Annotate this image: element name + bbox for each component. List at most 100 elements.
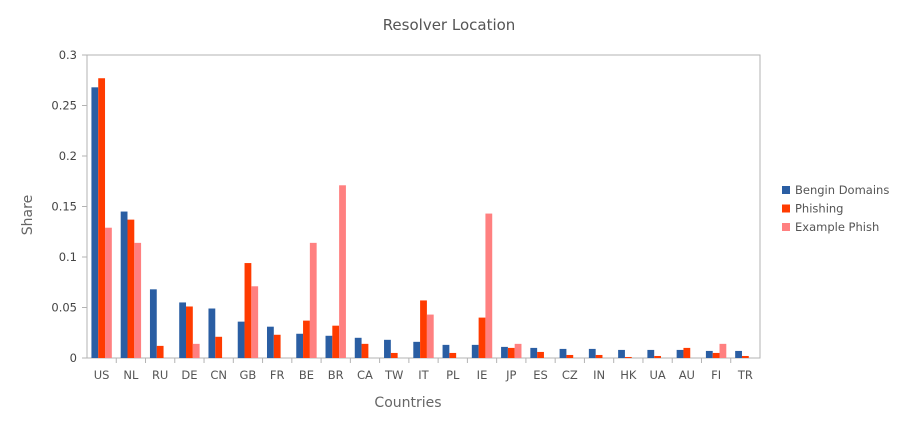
bar-nl-bengin-domains bbox=[120, 211, 128, 358]
x-axis-title: Countries bbox=[374, 395, 441, 411]
bar-us-phishing bbox=[98, 78, 106, 358]
bar-in-phishing bbox=[595, 354, 603, 358]
x-tick-label: AU bbox=[679, 368, 695, 382]
bar-fr-phishing bbox=[273, 334, 281, 358]
bar-jp-bengin-domains bbox=[501, 346, 508, 358]
bar-es-bengin-domains bbox=[530, 347, 538, 358]
y-tick-label: 0.2 bbox=[59, 149, 77, 163]
x-tick-label: TW bbox=[384, 368, 403, 382]
x-tick-label: NL bbox=[123, 368, 139, 382]
bar-gb-phishing bbox=[244, 263, 252, 358]
x-tick-label: CA bbox=[357, 368, 373, 382]
bar-gb-bengin-domains bbox=[237, 321, 245, 358]
y-tick-label: 0.05 bbox=[51, 301, 77, 315]
bar-au-phishing bbox=[683, 347, 691, 358]
bar-au-bengin-domains bbox=[676, 349, 684, 358]
x-tick-label: CN bbox=[210, 368, 227, 382]
bar-ru-phishing bbox=[156, 345, 164, 358]
bar-fi-phishing bbox=[712, 352, 720, 358]
bar-br-phishing bbox=[332, 325, 340, 358]
bar-it-phishing bbox=[420, 300, 427, 358]
y-tick-label: 0.1 bbox=[59, 250, 77, 264]
bar-us-example-phish bbox=[105, 227, 112, 358]
y-tick-label: 0.25 bbox=[51, 99, 77, 113]
bar-tw-phishing bbox=[390, 352, 398, 358]
bar-pl-bengin-domains bbox=[442, 344, 450, 358]
bar-ie-example-phish bbox=[485, 213, 493, 358]
bar-br-example-phish bbox=[339, 185, 346, 358]
legend-label: Bengin Domains bbox=[795, 183, 889, 197]
x-tick-label: TR bbox=[737, 368, 753, 382]
bar-be-example-phish bbox=[309, 242, 317, 358]
x-tick-label: CZ bbox=[562, 368, 578, 382]
bar-nl-phishing bbox=[127, 219, 135, 358]
bar-ie-bengin-domains bbox=[471, 344, 479, 358]
legend-label: Example Phish bbox=[795, 220, 879, 234]
x-tick-label: BR bbox=[328, 368, 344, 382]
x-tick-label: IT bbox=[418, 368, 429, 382]
x-tick-label: ES bbox=[533, 368, 548, 382]
bar-de-phishing bbox=[186, 306, 193, 358]
x-axis: US NL RU DE CN GB FR BE BR CA TW IT PL IE JP ES CZ IN HK UA… bbox=[94, 358, 753, 382]
bar-hk-bengin-domains bbox=[618, 349, 625, 358]
bar-ua-phishing bbox=[654, 355, 661, 358]
bar-de-bengin-domains bbox=[179, 302, 187, 358]
x-tick-label: RU bbox=[152, 368, 168, 382]
x-tick-label: IE bbox=[477, 368, 488, 382]
x-tick-label: PL bbox=[446, 368, 460, 382]
bar-br-bengin-domains bbox=[325, 335, 333, 358]
y-tick-label: 0.3 bbox=[59, 48, 77, 62]
bar-us-bengin-domains bbox=[91, 87, 99, 358]
bar-jp-phishing bbox=[507, 347, 515, 358]
bar-es-phishing bbox=[537, 351, 544, 358]
bar-be-phishing bbox=[303, 320, 310, 358]
bar-ca-bengin-domains bbox=[354, 337, 362, 358]
bar-ru-bengin-domains bbox=[149, 289, 157, 358]
bar-gb-example-phish bbox=[251, 286, 259, 358]
y-tick-label: 0.15 bbox=[51, 200, 77, 214]
legend-swatch bbox=[782, 223, 790, 231]
bar-it-example-phish bbox=[426, 314, 434, 358]
x-tick-label: DE bbox=[181, 368, 197, 382]
legend-label: Phishing bbox=[795, 202, 843, 216]
bar-cn-bengin-domains bbox=[208, 308, 216, 358]
bar-jp-example-phish bbox=[514, 343, 522, 358]
bar-fr-bengin-domains bbox=[266, 326, 274, 358]
legend-swatch bbox=[782, 204, 790, 213]
bar-be-bengin-domains bbox=[296, 333, 304, 358]
bar-cn-phishing bbox=[215, 336, 223, 358]
bar-fi-bengin-domains bbox=[705, 350, 713, 358]
bar-cz-phishing bbox=[566, 354, 574, 358]
bar-nl-example-phish bbox=[134, 242, 142, 358]
bar-fi-example-phish bbox=[719, 343, 727, 358]
bars-group bbox=[91, 78, 749, 358]
bar-ca-phishing bbox=[361, 343, 369, 358]
bar-it-bengin-domains bbox=[413, 341, 421, 358]
x-tick-label: GB bbox=[240, 368, 257, 382]
y-axis-title: Share bbox=[20, 195, 36, 235]
x-tick-label: FI bbox=[711, 368, 721, 382]
bar-ua-bengin-domains bbox=[647, 349, 655, 358]
y-axis: 0 0.05 0.1 0.15 0.2 0.25 0.3 bbox=[51, 48, 87, 365]
bar-hk-phishing bbox=[624, 356, 632, 358]
bar-pl-phishing bbox=[449, 352, 457, 358]
bar-in-bengin-domains bbox=[588, 348, 596, 358]
bar-tr-bengin-domains bbox=[735, 350, 742, 358]
legend-swatch bbox=[782, 186, 790, 194]
y-tick-label: 0 bbox=[70, 351, 77, 365]
chart-title: Resolver Location bbox=[383, 16, 516, 34]
bar-ie-phishing bbox=[478, 317, 486, 358]
bar-tr-phishing bbox=[741, 355, 749, 358]
x-tick-label: UA bbox=[649, 368, 665, 382]
bar-de-example-phish bbox=[192, 343, 200, 358]
x-tick-label: FR bbox=[270, 368, 285, 382]
bar-cz-bengin-domains bbox=[559, 348, 567, 358]
x-tick-label: US bbox=[94, 368, 110, 382]
legend: Bengin Domains Phishing Example Phish bbox=[782, 183, 889, 234]
x-tick-label: BE bbox=[299, 368, 314, 382]
bar-tw-bengin-domains bbox=[384, 339, 391, 358]
x-tick-label: IN bbox=[593, 368, 605, 382]
x-tick-label: JP bbox=[505, 368, 516, 382]
x-tick-label: HK bbox=[620, 368, 637, 382]
